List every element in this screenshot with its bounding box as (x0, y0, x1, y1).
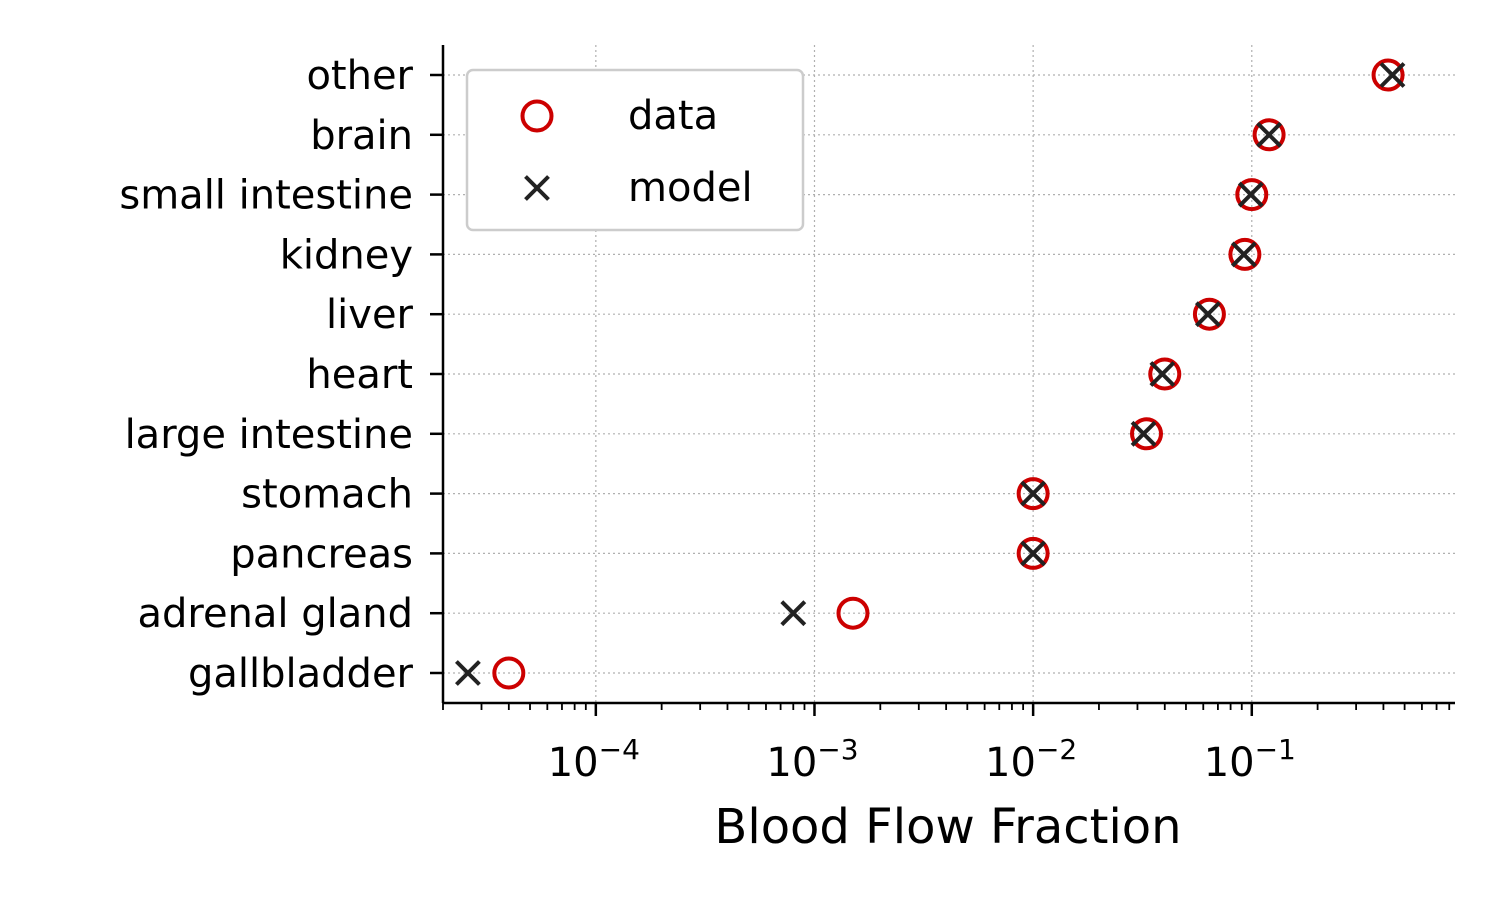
y-tick-label: kidney (280, 232, 413, 278)
x-marker-stroke (1149, 361, 1176, 387)
data-marks (454, 58, 1406, 690)
y-tick-label: liver (326, 292, 414, 338)
model-point-liver (1194, 301, 1221, 328)
model-point-gallbladder (454, 660, 481, 686)
legend-marker-model (524, 175, 550, 201)
data-point-heart (1148, 357, 1182, 391)
legend-label-model: model (628, 165, 753, 211)
y-tick-label: adrenal gland (137, 591, 413, 637)
data-point-large-intestine (1130, 417, 1164, 451)
x-marker-stroke (454, 660, 481, 686)
model-point-brain (1256, 121, 1283, 148)
x-marker-stroke (524, 175, 550, 201)
x-marker-stroke (1379, 62, 1406, 88)
y-tick-label: large intestine (125, 412, 413, 458)
x-marker-stroke (780, 600, 807, 627)
data-point-small-intestine (1235, 178, 1269, 212)
x-marker-stroke (1130, 420, 1157, 447)
data-point-kidney (1228, 237, 1262, 271)
model-point-small-intestine (1237, 181, 1264, 208)
legend: data model (465, 68, 805, 232)
x-marker-stroke (1194, 301, 1221, 328)
data-point-gallbladder (492, 656, 526, 690)
y-tick-label: small intestine (119, 173, 413, 219)
x-marker-stroke (1256, 121, 1283, 148)
data-point-brain (1252, 118, 1286, 152)
x-tick-label: 10−4 (548, 733, 640, 786)
data-point-other (1371, 58, 1405, 92)
grid (443, 45, 1455, 703)
legend-marker-data (520, 99, 554, 133)
data-point-adrenal-gland (836, 596, 870, 630)
x-axis-label: Blood Flow Fraction (714, 799, 1181, 855)
x-tick-label: 10−2 (985, 733, 1077, 786)
y-tick-label: brain (310, 113, 413, 159)
model-point-other (1379, 62, 1406, 88)
x-tick-label: 10−3 (766, 733, 858, 786)
y-tick-label: pancreas (230, 531, 413, 577)
data-point-liver (1192, 297, 1226, 331)
model-point-stomach (1020, 480, 1047, 507)
x-tick-label: 10−1 (1204, 733, 1296, 786)
y-tick-label: other (306, 53, 413, 99)
model-point-adrenal-gland (780, 600, 807, 627)
y-tick-label: heart (306, 352, 413, 398)
legend-label-data: data (628, 93, 718, 139)
model-point-large-intestine (1130, 420, 1157, 447)
y-tick-label: stomach (241, 472, 413, 518)
x-marker-stroke (1020, 480, 1047, 507)
axes: other brain small intestine kidney liver hear… (119, 45, 1455, 786)
model-point-pancreas (1020, 540, 1047, 567)
x-marker-stroke (1230, 241, 1257, 268)
y-tick-label: gallbladder (188, 651, 414, 697)
data-point-pancreas (1016, 536, 1050, 570)
model-point-heart (1149, 361, 1176, 387)
data-point-stomach (1016, 477, 1050, 511)
x-marker-stroke (1237, 181, 1264, 208)
model-point-kidney (1230, 241, 1257, 268)
x-marker-stroke (1020, 540, 1047, 567)
